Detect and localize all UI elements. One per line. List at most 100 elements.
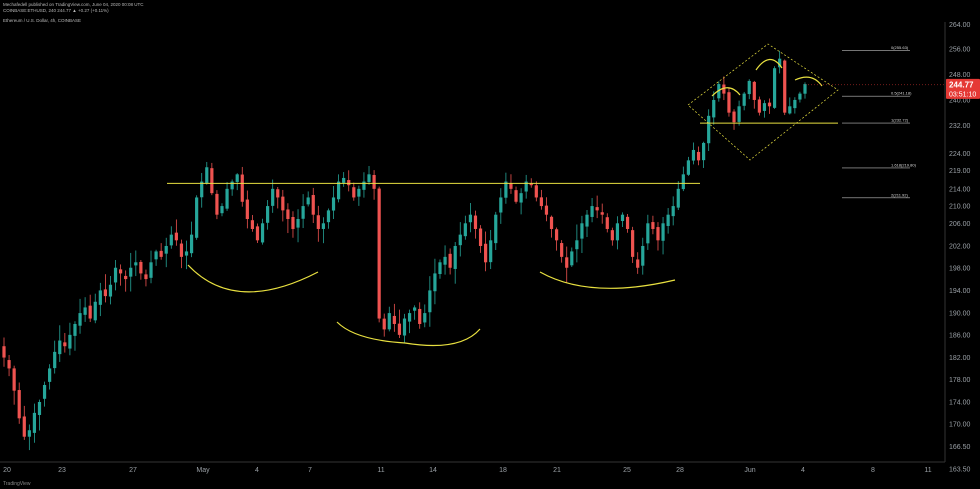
candle xyxy=(651,222,655,229)
y-tick-label: 186.00 xyxy=(949,332,971,339)
candle xyxy=(124,275,128,280)
candle xyxy=(615,223,620,241)
x-tick-label: 11 xyxy=(924,467,931,474)
candle xyxy=(392,315,396,324)
candle xyxy=(336,181,341,200)
y-tick-label: 174.00 xyxy=(949,399,971,406)
candle xyxy=(747,80,751,95)
candle xyxy=(245,199,249,219)
candle xyxy=(681,174,685,190)
candle xyxy=(362,181,366,190)
candle xyxy=(666,214,670,226)
x-tick-label: 27 xyxy=(129,467,137,474)
candle xyxy=(225,188,229,209)
y-tick-label: 182.00 xyxy=(949,355,971,362)
y-tick-label: 206.00 xyxy=(949,221,971,228)
candle xyxy=(524,181,528,192)
candle xyxy=(321,223,325,229)
candle xyxy=(489,240,493,263)
y-tick-label: 232.00 xyxy=(949,123,971,130)
candle xyxy=(778,58,782,68)
candle xyxy=(443,256,447,265)
candle xyxy=(42,384,47,399)
y-tick-label: 210.00 xyxy=(949,204,971,211)
candle xyxy=(17,390,21,419)
candle xyxy=(636,259,640,268)
candle xyxy=(103,289,107,297)
candle xyxy=(509,183,513,189)
candle xyxy=(767,102,772,107)
candle xyxy=(549,216,554,229)
candle xyxy=(184,251,189,256)
candle xyxy=(286,209,290,219)
y-tick-label: 170.00 xyxy=(949,421,971,428)
candle xyxy=(448,253,452,268)
candle xyxy=(316,215,320,229)
candle xyxy=(407,313,412,322)
candle xyxy=(529,183,533,186)
candle xyxy=(772,68,777,108)
candle xyxy=(423,313,427,323)
candle xyxy=(387,313,391,330)
candle xyxy=(413,307,417,311)
candle xyxy=(661,223,665,241)
candle xyxy=(174,232,178,241)
y-tick-label: 264.00 xyxy=(949,22,971,29)
candle xyxy=(367,174,371,183)
candle xyxy=(402,318,407,336)
candle xyxy=(276,189,280,198)
candle xyxy=(494,214,498,244)
candle xyxy=(134,262,138,266)
x-tick-label: 11 xyxy=(377,467,384,474)
publisher-line: Mechafedell published on TradingView.com… xyxy=(3,2,144,7)
candle xyxy=(686,160,690,175)
candle xyxy=(53,351,57,369)
candle xyxy=(139,261,143,274)
candle xyxy=(798,93,802,100)
candle xyxy=(473,215,478,229)
candle xyxy=(803,84,807,94)
x-tick-label: 28 xyxy=(676,467,684,474)
candle xyxy=(342,177,346,183)
last-price-badge xyxy=(946,78,980,99)
y-tick-label: 240.00 xyxy=(949,97,971,104)
y-tick-label: 194.00 xyxy=(949,288,971,295)
candle xyxy=(631,230,635,257)
candle xyxy=(326,210,331,223)
y-tick-label: 163.50 xyxy=(949,467,971,474)
candle xyxy=(195,197,199,238)
candle xyxy=(311,195,315,215)
y-tick-label: 219.00 xyxy=(949,168,971,175)
candle xyxy=(119,269,123,274)
candle xyxy=(732,111,736,123)
candle xyxy=(590,206,594,217)
candle xyxy=(707,115,711,144)
candle xyxy=(737,106,741,122)
fib-level-label: 1.618(219.80) xyxy=(891,162,917,167)
candle xyxy=(605,217,609,229)
candle xyxy=(93,301,97,321)
candle xyxy=(691,149,696,161)
x-tick-label: 14 xyxy=(429,467,437,474)
candle xyxy=(514,190,518,202)
candle xyxy=(164,245,168,254)
candle xyxy=(266,206,270,223)
y-tick-label: 256.00 xyxy=(949,47,971,54)
candle xyxy=(220,206,224,214)
candle xyxy=(397,323,402,335)
candle xyxy=(722,84,726,94)
y-tick-label: 178.00 xyxy=(949,377,971,384)
x-tick-label: 25 xyxy=(623,467,631,474)
y-tick-label: 198.00 xyxy=(949,265,971,272)
fib-level-label: 1(232.72) xyxy=(891,118,909,123)
candle xyxy=(575,240,579,250)
candle xyxy=(235,174,239,182)
top-shoulder-left xyxy=(711,87,741,97)
candle xyxy=(255,226,260,241)
diamond-pattern xyxy=(687,43,839,161)
candle xyxy=(306,197,310,205)
candle xyxy=(331,197,336,211)
candle xyxy=(428,290,432,313)
candle xyxy=(453,245,457,269)
